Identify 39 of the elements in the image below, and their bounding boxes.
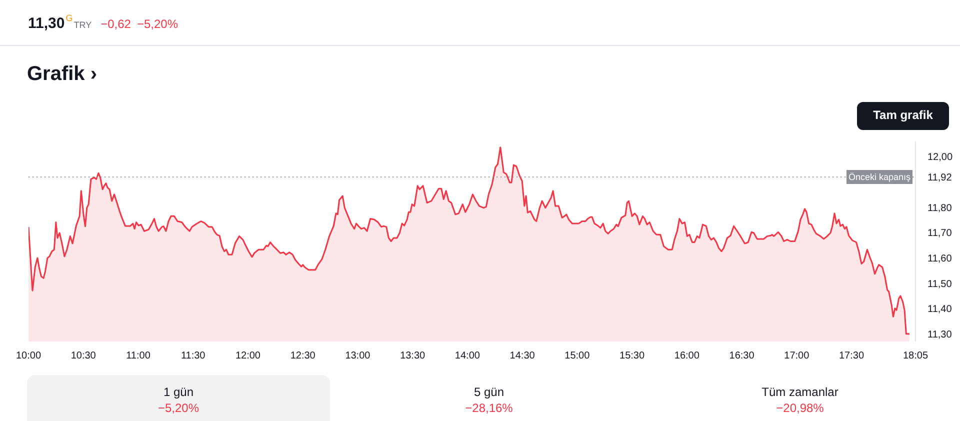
text: −28,16% bbox=[464, 400, 514, 416]
x-tick-label: 17:00 bbox=[784, 350, 810, 362]
x-tick-label: 14:00 bbox=[454, 350, 480, 362]
text: 5 gün bbox=[472, 384, 506, 400]
x-tick-label: 16:00 bbox=[674, 350, 700, 362]
x-tick-label: 13:00 bbox=[345, 350, 371, 362]
x-tick-label: 12:00 bbox=[235, 350, 261, 362]
x-tick-label: 10:30 bbox=[70, 350, 96, 362]
ref-line-label: Önceki kapanış bbox=[848, 172, 911, 182]
y-tick-label: 12,00 bbox=[928, 152, 953, 164]
text: Tam grafik bbox=[857, 102, 949, 130]
text: −20,98% bbox=[775, 400, 825, 416]
text: −5,20% bbox=[136, 16, 178, 33]
x-tick-label: 11:30 bbox=[180, 350, 206, 362]
x-tick-label: 14:30 bbox=[510, 350, 536, 362]
x-tick-label: 17:30 bbox=[839, 350, 864, 362]
x-tick-label: 11:00 bbox=[126, 350, 151, 362]
text: TRY bbox=[74, 19, 92, 32]
x-tick-label: 18:05 bbox=[902, 350, 928, 362]
x-tick-label: 15:30 bbox=[620, 350, 645, 362]
text: 1 gün bbox=[162, 384, 195, 400]
y-tick-label: 11,92 bbox=[928, 172, 952, 184]
y-tick-label: 11,60 bbox=[928, 253, 952, 264]
y-tick-label: 11,70 bbox=[928, 228, 952, 240]
text: Tüm zamanlar bbox=[760, 384, 840, 400]
x-tick-label: 12:30 bbox=[290, 350, 316, 362]
text: −5,20% bbox=[156, 400, 200, 416]
x-tick-label: 10:00 bbox=[16, 350, 42, 362]
y-tick-label: 11,80 bbox=[928, 202, 952, 214]
text: G bbox=[66, 12, 73, 25]
y-tick-label: 11,30 bbox=[928, 329, 952, 340]
x-tick-label: 15:00 bbox=[564, 350, 590, 362]
text: 11,30 bbox=[28, 14, 65, 34]
text: −0,62 bbox=[100, 16, 131, 33]
x-tick-label: 16:30 bbox=[729, 350, 755, 362]
y-tick-label: 11,40 bbox=[928, 304, 952, 316]
chart-title: Grafik › bbox=[27, 62, 98, 87]
x-tick-label: 13:30 bbox=[400, 350, 426, 362]
y-tick-label: 11,50 bbox=[928, 278, 952, 290]
